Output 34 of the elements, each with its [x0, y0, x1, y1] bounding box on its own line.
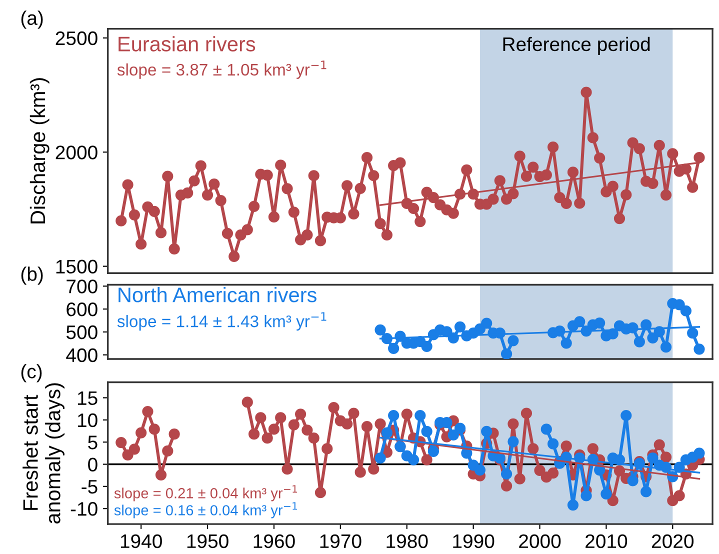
x-tick-label: 2010 [586, 534, 628, 548]
x-tick-label: 1990 [453, 534, 494, 548]
x-tick-label: 1950 [187, 534, 228, 548]
text: (a) [21, 10, 43, 29]
y-tick-label: -10 [70, 502, 98, 516]
x-tick-label: 2000 [519, 534, 561, 548]
annotation: slope = 0.21 ± 0.04 km³ yr$^{−1}$ [114, 485, 298, 502]
y-tick-label: 600 [66, 302, 98, 316]
y-tick-label: 700 [66, 280, 98, 294]
annotation: slope = 3.87 ± 1.05 km³ yr$^{−1}$ [117, 60, 326, 79]
y-tick-label: 0 [88, 458, 98, 472]
y-tick-label: 5 [88, 436, 98, 450]
y-tick-label: 500 [66, 325, 98, 340]
text: (b) [21, 266, 43, 285]
x-tick-label: 1980 [386, 534, 428, 548]
x-tick-label: 1960 [254, 534, 295, 548]
y-tick-label: -5 [82, 480, 98, 494]
y-tick-label: 2500 [56, 31, 98, 46]
x-tick-label: 1970 [320, 534, 362, 548]
y-axis-title: Freshet start anomaly (days) [22, 383, 64, 524]
y-tick-label: 10 [78, 413, 98, 428]
text: Eurasian rivers [118, 36, 256, 52]
y-axis-title: Discharge (km³) [30, 78, 50, 224]
annotation: slope = 1.14 ± 1.43 km³ yr$^{−1}$ [117, 312, 326, 331]
band-label: Reference period [503, 36, 650, 55]
y-tick-label: 2000 [56, 146, 98, 160]
y-tick-label: 1500 [56, 260, 98, 274]
text: (c) [21, 364, 42, 382]
text: North American rivers [118, 286, 316, 302]
y-tick-label: 400 [66, 348, 98, 362]
annotation: slope = 0.16 ± 0.04 km³ yr$^{−1}$ [114, 502, 298, 518]
y-tick-label: 15 [78, 391, 98, 406]
x-tick-label: 2020 [652, 534, 694, 548]
x-tick-label: 1940 [120, 534, 162, 548]
